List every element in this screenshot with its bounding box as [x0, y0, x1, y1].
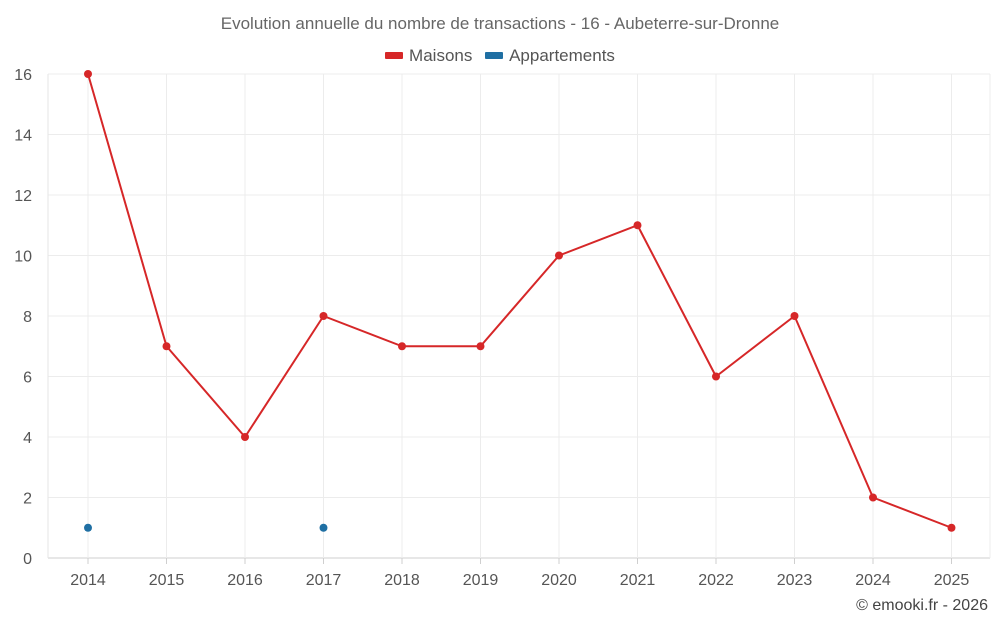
y-tick-label: 4 — [23, 430, 32, 447]
data-point-appartements-2017 — [319, 523, 328, 532]
x-tick-label: 2019 — [463, 572, 499, 589]
y-tick-label: 16 — [14, 67, 32, 84]
legend-swatch-maisons — [385, 52, 404, 59]
legend-item-maisons[interactable]: Maisons — [385, 46, 472, 66]
x-tick-label: 2015 — [149, 572, 185, 589]
x-tick-label: 2014 — [70, 572, 106, 589]
data-point-maisons-2016 — [241, 433, 249, 441]
data-point-maisons-2017 — [319, 312, 328, 320]
y-tick-label: 8 — [23, 309, 32, 326]
legend: Maisons Appartements — [0, 44, 1000, 66]
y-tick-label: 12 — [14, 188, 32, 205]
copyright-text: © emooki.fr - 2026 — [856, 597, 988, 614]
data-point-maisons-2014 — [84, 70, 92, 78]
x-tick-label: 2020 — [541, 572, 577, 589]
data-point-maisons-2015 — [162, 342, 171, 351]
x-tick-label: 2025 — [934, 572, 970, 589]
x-tick-label: 2021 — [620, 572, 656, 589]
x-tick-label: 2024 — [855, 572, 891, 589]
y-tick-label: 10 — [14, 249, 32, 266]
data-point-maisons-2022 — [712, 372, 720, 381]
chart-title: Evolution annuelle du nombre de transact… — [220, 14, 780, 33]
data-point-maisons-2024 — [869, 493, 877, 502]
data-point-maisons-2023 — [790, 312, 799, 320]
legend-item-appartements[interactable]: Appartements — [485, 46, 615, 66]
legend-label-maisons: Maisons — [409, 45, 473, 65]
data-point-maisons-2021 — [633, 221, 642, 230]
data-point-maisons-2020 — [555, 251, 563, 260]
y-tick-label: 0 — [23, 551, 32, 568]
series — [84, 70, 956, 532]
x-tick-label: 2023 — [777, 572, 813, 589]
x-tick-label: 2017 — [306, 572, 342, 589]
legend-swatch-appartements — [485, 52, 504, 59]
series-line-maisons — [87, 73, 952, 529]
legend-label-appartements: Appartements — [509, 45, 615, 65]
y-tick-label: 2 — [23, 491, 32, 508]
data-point-appartements-2014 — [84, 523, 92, 532]
x-tick-label: 2022 — [698, 572, 734, 589]
data-point-maisons-2018 — [398, 342, 406, 351]
grid — [47, 73, 991, 559]
axes: 0 2 4 6 8 10 12 14 16 2014 2015 2016 2017 2018 2019 202… — [14, 67, 969, 589]
data-point-maisons-2019 — [476, 342, 485, 351]
y-tick-label: 14 — [14, 128, 32, 145]
data-point-maisons-2025 — [947, 523, 956, 532]
y-tick-label: 6 — [23, 370, 32, 387]
x-tick-label: 2018 — [384, 572, 420, 589]
x-tick-label: 2016 — [227, 572, 263, 589]
